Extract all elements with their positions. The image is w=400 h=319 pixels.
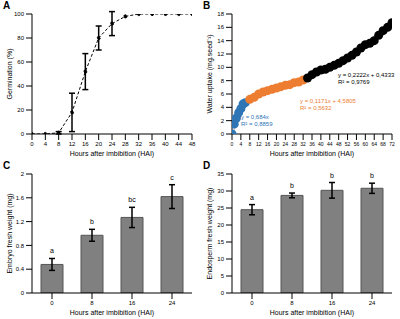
svg-text:12: 12 [256,141,262,147]
svg-text:5: 5 [221,273,225,279]
svg-text:20: 20 [217,222,224,228]
svg-text:30: 30 [217,188,224,194]
svg-text:0: 0 [221,131,225,137]
svg-text:2: 2 [221,118,225,124]
svg-text:52: 52 [345,141,351,147]
svg-text:b: b [90,218,94,225]
svg-text:18: 18 [217,11,224,17]
svg-text:0.4: 0.4 [16,266,25,272]
html-text:y = 0,2222x + 0,4333: y = 0,2222x + 0,4333 [338,72,395,78]
svg-text:10: 10 [217,256,224,262]
svg-text:40: 40 [318,141,324,147]
svg-text:20: 20 [17,107,24,113]
svg-text:32: 32 [300,141,306,147]
html-text:D: D [203,160,211,171]
svg-text:0: 0 [21,290,25,296]
svg-text:Hours after imbibition (HAI): Hours after imbibition (HAI) [70,309,154,317]
svg-text:16: 16 [217,24,224,30]
svg-text:20: 20 [274,141,280,147]
svg-text:60: 60 [17,59,24,65]
svg-text:48: 48 [336,141,342,147]
svg-text:1.6: 1.6 [16,195,25,201]
svg-text:100: 100 [14,11,25,17]
svg-text:8: 8 [248,141,251,147]
svg-text:b: b [290,182,294,189]
svg-text:8: 8 [221,78,225,84]
svg-text:40: 40 [17,83,24,89]
svg-text:4: 4 [239,141,242,147]
svg-text:60: 60 [363,141,369,147]
svg-text:14: 14 [217,38,224,44]
html-text:y = 0,1171x + 4,5805: y = 0,1171x + 4,5805 [300,98,356,104]
svg-text:44: 44 [175,141,182,147]
svg-text:Embryo fresh weight (mg): Embryo fresh weight (mg) [8,193,14,273]
svg-text:36: 36 [309,141,315,147]
svg-text:8: 8 [90,300,94,306]
svg-text:48: 48 [189,141,196,147]
svg-text:c: c [170,174,174,181]
svg-text:36: 36 [149,141,156,147]
svg-text:0: 0 [221,290,225,296]
svg-text:Water uptake (mg.seed⁻¹): Water uptake (mg.seed⁻¹) [206,34,214,113]
svg-text:24: 24 [109,141,116,147]
svg-text:a: a [250,194,254,201]
svg-text:6: 6 [221,91,225,97]
svg-text:24: 24 [369,300,376,306]
svg-text:0: 0 [21,131,25,137]
svg-text:12: 12 [217,51,224,57]
svg-text:a: a [50,247,54,254]
svg-text:32: 32 [135,141,142,147]
svg-text:16: 16 [82,141,89,147]
svg-text:24: 24 [283,141,289,147]
html-text:R² = 0,9769: R² = 0,9769 [338,79,370,85]
svg-text:28: 28 [122,141,129,147]
svg-text:Germination (%): Germination (%) [8,49,14,100]
svg-text:10: 10 [217,64,224,70]
svg-text:0: 0 [231,141,234,147]
svg-text:15: 15 [217,239,224,245]
html-text:y = 0,684x: y = 0,684x [241,114,269,120]
svg-text:44: 44 [327,141,333,147]
svg-text:1.2: 1.2 [16,219,25,225]
svg-text:0.8: 0.8 [16,243,25,249]
svg-text:24: 24 [169,300,176,306]
html-text:C: C [3,160,11,171]
svg-text:bc: bc [128,196,136,203]
svg-text:16: 16 [265,141,271,147]
svg-text:b: b [330,172,334,179]
svg-text:64: 64 [371,141,377,147]
svg-text:20: 20 [95,141,102,147]
svg-text:b: b [370,172,374,179]
svg-text:8: 8 [57,141,61,147]
svg-text:12: 12 [69,141,76,147]
svg-text:Hours after imbibition (HAI): Hours after imbibition (HAI) [270,150,354,158]
svg-text:Hours after imbibition (HAI): Hours after imbibition (HAI) [70,150,154,158]
svg-text:2: 2 [21,171,25,177]
svg-text:0: 0 [50,300,54,306]
svg-text:0: 0 [30,141,34,147]
svg-text:68: 68 [380,141,386,147]
svg-text:Hours after imbibition (HAI): Hours after imbibition (HAI) [270,309,354,317]
html-text:A: A [3,0,11,11]
svg-text:35: 35 [217,171,224,177]
html-text:R² = 0,5632: R² = 0,5632 [300,105,332,111]
svg-text:16: 16 [129,300,136,306]
svg-text:4: 4 [44,141,48,147]
svg-text:Endosperm fresh weight (mg): Endosperm fresh weight (mg) [206,188,214,280]
svg-text:28: 28 [291,141,297,147]
svg-text:25: 25 [217,205,224,211]
svg-text:0: 0 [250,300,254,306]
svg-text:80: 80 [17,35,24,41]
svg-text:4: 4 [221,104,225,110]
svg-text:16: 16 [329,300,336,306]
html-text:B: B [203,0,211,11]
svg-text:72: 72 [389,141,392,147]
svg-text:8: 8 [290,300,294,306]
svg-text:56: 56 [354,141,360,147]
html-text:R² = 0,8859: R² = 0,8859 [241,121,273,127]
svg-text:40: 40 [162,141,169,147]
